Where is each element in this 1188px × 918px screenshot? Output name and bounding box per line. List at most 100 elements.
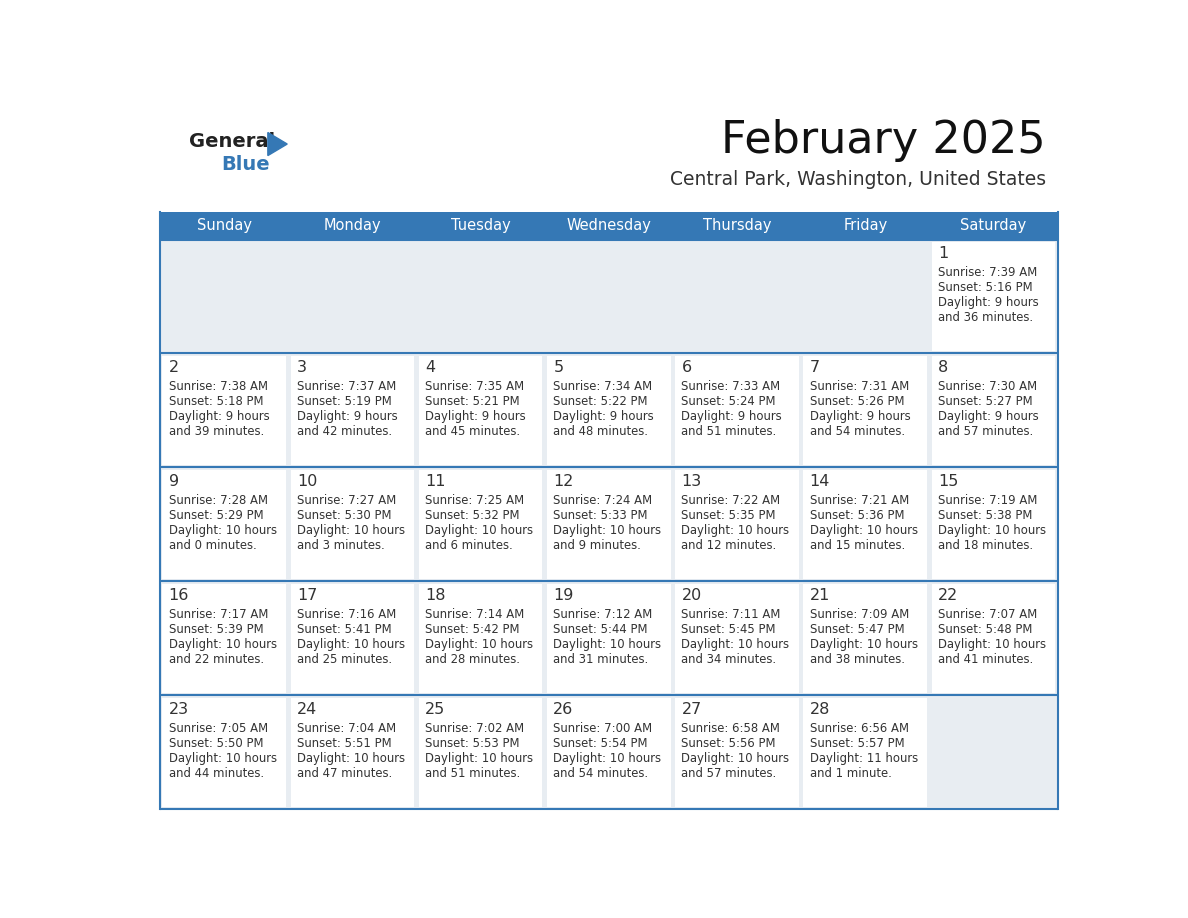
- Text: Monday: Monday: [323, 218, 381, 233]
- Text: Sunset: 5:51 PM: Sunset: 5:51 PM: [297, 736, 392, 750]
- Text: Sunrise: 7:12 AM: Sunrise: 7:12 AM: [554, 608, 652, 621]
- Text: Sunset: 5:42 PM: Sunset: 5:42 PM: [425, 622, 519, 635]
- Bar: [931, 470, 1055, 579]
- Text: 8: 8: [937, 361, 948, 375]
- Text: Sunrise: 7:16 AM: Sunrise: 7:16 AM: [297, 608, 396, 621]
- Text: Sunrise: 7:33 AM: Sunrise: 7:33 AM: [682, 380, 781, 393]
- Bar: [803, 470, 927, 579]
- Text: 15: 15: [937, 475, 959, 489]
- Text: and 15 minutes.: and 15 minutes.: [810, 539, 905, 552]
- Text: Daylight: 9 hours: Daylight: 9 hours: [554, 409, 653, 422]
- Text: Sunset: 5:35 PM: Sunset: 5:35 PM: [682, 509, 776, 521]
- Bar: [291, 698, 415, 807]
- Text: 27: 27: [682, 702, 702, 717]
- Text: Sunset: 5:38 PM: Sunset: 5:38 PM: [937, 509, 1032, 521]
- Text: Sunset: 5:56 PM: Sunset: 5:56 PM: [682, 736, 776, 750]
- Text: Blue: Blue: [221, 155, 270, 174]
- Text: and 54 minutes.: and 54 minutes.: [554, 767, 649, 779]
- Text: Daylight: 10 hours: Daylight: 10 hours: [297, 752, 405, 765]
- Bar: [419, 470, 543, 579]
- Text: Daylight: 10 hours: Daylight: 10 hours: [425, 752, 533, 765]
- Text: Sunset: 5:57 PM: Sunset: 5:57 PM: [810, 736, 904, 750]
- Text: and 9 minutes.: and 9 minutes.: [554, 539, 642, 552]
- Text: Daylight: 9 hours: Daylight: 9 hours: [937, 409, 1038, 422]
- Text: Sunset: 5:27 PM: Sunset: 5:27 PM: [937, 395, 1032, 408]
- Text: 11: 11: [425, 475, 446, 489]
- Text: 13: 13: [682, 475, 702, 489]
- Text: and 44 minutes.: and 44 minutes.: [169, 767, 264, 779]
- Bar: [546, 356, 671, 465]
- Text: 21: 21: [810, 588, 830, 603]
- Text: Daylight: 10 hours: Daylight: 10 hours: [425, 523, 533, 537]
- Bar: [160, 467, 1057, 581]
- Text: 9: 9: [169, 475, 178, 489]
- Text: 3: 3: [297, 361, 307, 375]
- Text: and 57 minutes.: and 57 minutes.: [682, 767, 777, 779]
- Text: Daylight: 10 hours: Daylight: 10 hours: [169, 523, 277, 537]
- Text: Sunrise: 7:17 AM: Sunrise: 7:17 AM: [169, 608, 268, 621]
- Text: Daylight: 9 hours: Daylight: 9 hours: [297, 409, 398, 422]
- Text: 14: 14: [810, 475, 830, 489]
- Text: and 22 minutes.: and 22 minutes.: [169, 653, 264, 666]
- Text: and 31 minutes.: and 31 minutes.: [554, 653, 649, 666]
- Text: and 1 minute.: and 1 minute.: [810, 767, 891, 779]
- Text: and 12 minutes.: and 12 minutes.: [682, 539, 777, 552]
- Text: 25: 25: [425, 702, 446, 717]
- Text: Sunrise: 7:30 AM: Sunrise: 7:30 AM: [937, 380, 1037, 393]
- Text: Daylight: 9 hours: Daylight: 9 hours: [810, 409, 910, 422]
- Text: Daylight: 9 hours: Daylight: 9 hours: [682, 409, 782, 422]
- Text: 18: 18: [425, 588, 446, 603]
- Text: Sunrise: 7:14 AM: Sunrise: 7:14 AM: [425, 608, 524, 621]
- Text: Tuesday: Tuesday: [450, 218, 511, 233]
- Text: and 6 minutes.: and 6 minutes.: [425, 539, 513, 552]
- Bar: [419, 584, 543, 693]
- Text: Daylight: 10 hours: Daylight: 10 hours: [297, 523, 405, 537]
- Text: Sunset: 5:18 PM: Sunset: 5:18 PM: [169, 395, 264, 408]
- Text: Sunrise: 7:00 AM: Sunrise: 7:00 AM: [554, 722, 652, 734]
- Text: Daylight: 10 hours: Daylight: 10 hours: [810, 638, 917, 651]
- Text: and 18 minutes.: and 18 minutes.: [937, 539, 1034, 552]
- Text: Sunrise: 7:07 AM: Sunrise: 7:07 AM: [937, 608, 1037, 621]
- Text: 16: 16: [169, 588, 189, 603]
- Bar: [931, 356, 1055, 465]
- Bar: [419, 698, 543, 807]
- Bar: [160, 353, 1057, 467]
- Text: Sunset: 5:39 PM: Sunset: 5:39 PM: [169, 622, 264, 635]
- Bar: [291, 584, 415, 693]
- Text: 5: 5: [554, 361, 563, 375]
- Bar: [163, 584, 286, 693]
- Bar: [160, 581, 1057, 695]
- Text: Sunrise: 7:35 AM: Sunrise: 7:35 AM: [425, 380, 524, 393]
- Text: Sunset: 5:54 PM: Sunset: 5:54 PM: [554, 736, 647, 750]
- Text: Daylight: 10 hours: Daylight: 10 hours: [297, 638, 405, 651]
- Bar: [546, 584, 671, 693]
- Text: and 45 minutes.: and 45 minutes.: [425, 425, 520, 438]
- Text: Sunset: 5:44 PM: Sunset: 5:44 PM: [554, 622, 647, 635]
- Text: Daylight: 10 hours: Daylight: 10 hours: [937, 523, 1045, 537]
- Text: Sunrise: 7:27 AM: Sunrise: 7:27 AM: [297, 494, 396, 507]
- Text: Daylight: 10 hours: Daylight: 10 hours: [425, 638, 533, 651]
- Text: 17: 17: [297, 588, 317, 603]
- Text: Sunrise: 7:09 AM: Sunrise: 7:09 AM: [810, 608, 909, 621]
- Text: Sunrise: 6:56 AM: Sunrise: 6:56 AM: [810, 722, 909, 734]
- Text: Sunrise: 7:31 AM: Sunrise: 7:31 AM: [810, 380, 909, 393]
- Text: Sunset: 5:48 PM: Sunset: 5:48 PM: [937, 622, 1032, 635]
- Text: Thursday: Thursday: [703, 218, 771, 233]
- Text: Daylight: 10 hours: Daylight: 10 hours: [937, 638, 1045, 651]
- Bar: [163, 470, 286, 579]
- Text: Sunset: 5:21 PM: Sunset: 5:21 PM: [425, 395, 519, 408]
- Text: Daylight: 11 hours: Daylight: 11 hours: [810, 752, 918, 765]
- Bar: [160, 212, 1057, 240]
- Bar: [931, 241, 1055, 352]
- Bar: [546, 470, 671, 579]
- Text: February 2025: February 2025: [721, 119, 1045, 162]
- Bar: [291, 356, 415, 465]
- Polygon shape: [267, 132, 287, 155]
- Text: and 51 minutes.: and 51 minutes.: [425, 767, 520, 779]
- Text: Daylight: 10 hours: Daylight: 10 hours: [810, 523, 917, 537]
- Text: and 42 minutes.: and 42 minutes.: [297, 425, 392, 438]
- Text: 28: 28: [810, 702, 830, 717]
- Text: and 25 minutes.: and 25 minutes.: [297, 653, 392, 666]
- Text: Daylight: 10 hours: Daylight: 10 hours: [554, 752, 662, 765]
- Text: Daylight: 10 hours: Daylight: 10 hours: [554, 638, 662, 651]
